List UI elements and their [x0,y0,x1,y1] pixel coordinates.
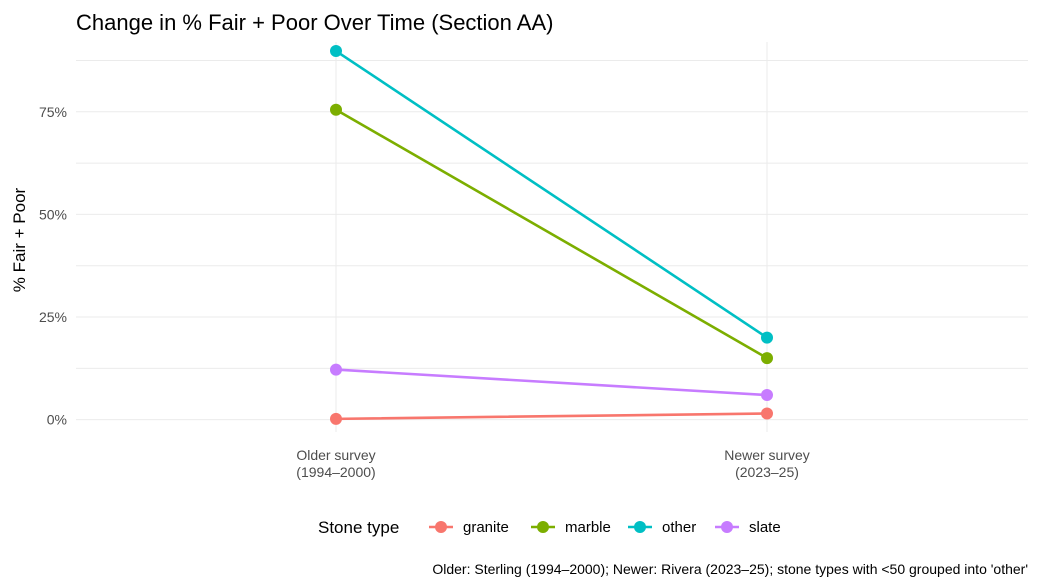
legend-item-granite: granite [429,519,509,536]
data-point-slate [330,363,342,376]
chart-caption: Older: Sterling (1994–2000); Newer: Rive… [432,561,1028,577]
legend-item-marble: marble [531,519,611,536]
y-tick-label: 0% [47,412,67,428]
series-lines [330,45,773,425]
series-line-granite [334,412,769,421]
x-axis-ticks: Older survey (1994–2000) Newer survey (2023… [296,447,810,480]
legend-key-point [634,521,646,533]
data-point-marble [761,352,773,365]
legend-label: marble [565,519,611,536]
series-marble [330,103,773,365]
y-tick-label: 75% [39,104,67,120]
data-point-marble [330,103,342,116]
y-tick-label: 25% [39,309,67,325]
legend-key-point [721,521,733,533]
series-slate [330,363,773,402]
grid [76,42,1028,432]
legend-key-point [435,521,447,533]
legend-label: slate [749,519,781,536]
legend: Stone type granite marble other slate [318,518,781,537]
y-tick-label: 50% [39,206,67,222]
x-tick-label: Newer survey (2023–25) [724,447,810,480]
legend-item-other: other [628,519,696,536]
x-tick-label: Older survey (1994–2000) [296,447,375,480]
legend-key-point [537,521,549,533]
legend-title: Stone type [318,518,399,537]
series-line-other [334,49,769,339]
series-line-slate [334,368,769,397]
chart-title: Change in % Fair + Poor Over Time (Secti… [76,10,553,35]
data-point-other [761,331,773,344]
series-granite [330,407,773,425]
series-other [330,45,773,344]
data-point-other [330,45,342,58]
data-point-granite [761,407,773,420]
legend-label: granite [463,519,509,536]
data-point-slate [761,389,773,402]
legend-label: other [662,519,696,536]
y-axis-ticks: 0% 25% 50% 75% [39,104,67,428]
data-point-granite [330,412,342,425]
y-axis-label: % Fair + Poor [10,187,29,292]
series-line-marble [334,108,769,360]
legend-item-slate: slate [715,519,781,536]
